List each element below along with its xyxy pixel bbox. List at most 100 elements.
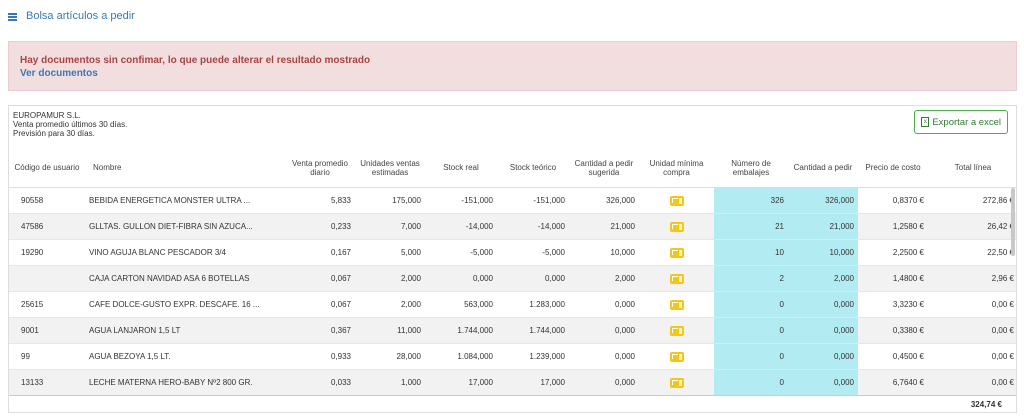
box-icon[interactable] [669, 195, 684, 206]
cell-name: BEBIDA ENERGETICA MONSTER ULTRA ... [85, 187, 285, 214]
box-icon[interactable] [669, 221, 684, 232]
cell-avg: 0,067 [285, 291, 355, 318]
box-icon[interactable] [669, 377, 684, 388]
excel-icon: x [921, 117, 930, 127]
page-title[interactable]: Bolsa artículos a pedir [26, 10, 135, 22]
cell-total: 22,50 € [928, 239, 1016, 266]
export-label: Exportar a excel [932, 116, 1001, 128]
cell-packages[interactable]: 0 [714, 369, 788, 396]
cell-qty[interactable]: 326,000 [788, 187, 858, 214]
cell-qty[interactable]: 0,000 [788, 369, 858, 396]
cell-est: 2,000 [355, 265, 425, 292]
cell-code: 9001 [9, 317, 85, 344]
cell-qty[interactable]: 21,000 [788, 213, 858, 240]
col-min-unit[interactable]: Unidad mínima compra [639, 148, 714, 188]
box-icon[interactable] [669, 247, 684, 258]
cell-total: 0,00 € [928, 291, 1016, 318]
cell-cost: 3,3230 € [858, 291, 928, 318]
items-table: Código de usuario Nombre Venta promedio … [9, 148, 1016, 396]
cell-avg: 5,833 [285, 187, 355, 214]
col-real-stock[interactable]: Stock real [425, 148, 497, 188]
col-code[interactable]: Código de usuario [9, 148, 85, 188]
cell-real: 17,000 [425, 369, 497, 396]
box-icon[interactable] [669, 273, 684, 284]
cell-real: -14,000 [425, 213, 497, 240]
cell-est: 11,000 [355, 317, 425, 344]
col-suggested[interactable]: Cantidad a pedir sugerida [569, 148, 639, 188]
cell-real: -151,000 [425, 187, 497, 214]
cell-est: 28,000 [355, 343, 425, 370]
cell-total: 272,86 € [928, 187, 1016, 214]
cell-est: 7,000 [355, 213, 425, 240]
cell-packages[interactable]: 21 [714, 213, 788, 240]
table-header: Código de usuario Nombre Venta promedio … [9, 148, 1016, 188]
table-row[interactable]: 25615 CAFE DOLCE-GUSTO EXPR. DESCAFE. 16… [9, 291, 1016, 318]
cell-packages[interactable]: 10 [714, 239, 788, 266]
hamburger-menu-icon[interactable] [8, 12, 17, 21]
cell-qty[interactable]: 0,000 [788, 343, 858, 370]
table-row[interactable]: CAJA CARTON NAVIDAD ASA 6 BOTELLAS 0,067… [9, 265, 1016, 292]
cell-avg: 0,233 [285, 213, 355, 240]
cell-suggested: 2,000 [569, 265, 639, 292]
table-row[interactable]: 99 AGUA BEZOYA 1,5 LT. 0,933 28,000 1.08… [9, 343, 1016, 370]
export-excel-button[interactable]: x Exportar a excel [914, 110, 1008, 134]
cell-min-unit [639, 343, 714, 370]
box-icon[interactable] [669, 299, 684, 310]
cell-packages[interactable]: 0 [714, 291, 788, 318]
warning-alert: Hay documentos sin confimar, lo que pued… [8, 41, 1017, 91]
cell-qty[interactable]: 2,000 [788, 265, 858, 292]
table-row[interactable]: 47586 GLLTAS. GULLON DIET-FIBRA SIN AZUC… [9, 213, 1016, 240]
cell-theo: -151,000 [497, 187, 569, 214]
cell-packages[interactable]: 326 [714, 187, 788, 214]
cell-name: GLLTAS. GULLON DIET-FIBRA SIN AZUCA... [85, 213, 285, 240]
table-row[interactable]: 13133 LECHE MATERNA HERO-BABY Nº2 800 GR… [9, 369, 1016, 396]
box-icon[interactable] [669, 325, 684, 336]
cell-min-unit [639, 369, 714, 396]
cell-qty[interactable]: 10,000 [788, 239, 858, 266]
cell-packages[interactable]: 0 [714, 317, 788, 344]
cell-total: 0,00 € [928, 369, 1016, 396]
cell-min-unit [639, 213, 714, 240]
table-row[interactable]: 9001 AGUA LANJARON 1,5 LT 0,367 11,000 1… [9, 317, 1016, 344]
cell-packages[interactable]: 0 [714, 343, 788, 370]
cell-est: 2,000 [355, 291, 425, 318]
col-avg-sale[interactable]: Venta promedio diario [285, 148, 355, 188]
table-row[interactable]: 19290 VINO AGUJA BLANC PESCADOR 3/4 0,16… [9, 239, 1016, 266]
col-qty[interactable]: Cantidad a pedir [788, 148, 858, 188]
cell-theo: -5,000 [497, 239, 569, 266]
cell-name: AGUA LANJARON 1,5 LT [85, 317, 285, 344]
cell-theo: 1.744,000 [497, 317, 569, 344]
col-name[interactable]: Nombre [85, 148, 285, 188]
cell-theo: 17,000 [497, 369, 569, 396]
cell-total: 26,42 € [928, 213, 1016, 240]
cell-avg: 0,367 [285, 317, 355, 344]
table-row[interactable]: 90558 BEBIDA ENERGETICA MONSTER ULTRA ..… [9, 187, 1016, 214]
cell-total: 0,00 € [928, 343, 1016, 370]
cell-real: 1.084,000 [425, 343, 497, 370]
table-scrollbar[interactable] [1011, 188, 1015, 256]
cell-est: 5,000 [355, 239, 425, 266]
col-total[interactable]: Total línea [928, 148, 1016, 188]
cell-code: 25615 [9, 291, 85, 318]
col-theo-stock[interactable]: Stock teórico [497, 148, 569, 188]
cell-name: CAFE DOLCE-GUSTO EXPR. DESCAFE. 16 ... [85, 291, 285, 318]
cell-min-unit [639, 291, 714, 318]
col-cost[interactable]: Precio de costo [858, 148, 928, 188]
cell-theo: 1.239,000 [497, 343, 569, 370]
cell-avg: 0,033 [285, 369, 355, 396]
cell-qty[interactable]: 0,000 [788, 317, 858, 344]
cell-est: 1,000 [355, 369, 425, 396]
box-icon[interactable] [669, 351, 684, 362]
cell-real: 563,000 [425, 291, 497, 318]
cell-cost: 6,7640 € [858, 369, 928, 396]
info-block: EUROPAMUR S.L. Venta promedio últimos 30… [13, 111, 127, 138]
cell-code: 47586 [9, 213, 85, 240]
cell-code: 13133 [9, 369, 85, 396]
cell-code [9, 265, 85, 292]
view-documents-link[interactable]: Ver documentos [20, 68, 98, 79]
col-est-units[interactable]: Unidades ventas estimadas [355, 148, 425, 188]
col-packages[interactable]: Número de embalajes [714, 148, 788, 188]
cell-packages[interactable]: 2 [714, 265, 788, 292]
cell-min-unit [639, 187, 714, 214]
cell-qty[interactable]: 0,000 [788, 291, 858, 318]
